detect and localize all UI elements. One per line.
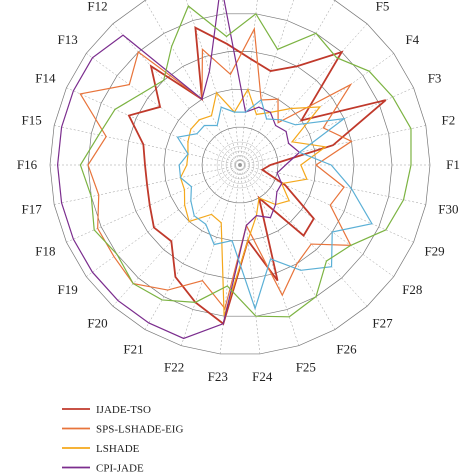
legend-label: CPI-JADE [96,463,144,474]
axis-label-F18: F18 [35,244,55,259]
axis-label-F13: F13 [58,32,78,47]
grid-spoke [181,164,241,346]
axis-label-F19: F19 [58,282,78,297]
axis-label-F28: F28 [402,282,422,297]
axis-label-F14: F14 [35,70,56,85]
axis-label-F21: F21 [123,341,143,356]
grid-spoke [86,164,241,277]
axis-label-F25: F25 [296,360,316,375]
grid-spoke [239,164,299,346]
axis-label-F15: F15 [22,113,42,128]
axis-label-F3: F3 [428,70,442,85]
grid-spoke [54,125,241,166]
axis-label-F1: F1 [446,157,460,172]
grid-spoke [222,0,241,166]
axis-label-F4: F4 [405,32,419,47]
legend: IJADE-TSO SPS-LSHADE-EIG LSHADE CPI-JADE [62,404,183,474]
grid-spoke [239,0,258,166]
axis-labels: F1F2F3F4F5F6F7F8F9F10F11F12F13F14F15F16F… [17,0,460,384]
axis-label-F20: F20 [87,315,107,330]
axis-label-F12: F12 [87,0,107,14]
radar-series [56,0,412,340]
grid-spoke [112,23,241,166]
series-line-5 [176,98,373,311]
grid-spoke [186,0,241,166]
series-line-1 [127,26,387,326]
axis-label-F5: F5 [376,0,390,14]
axis-label-F16: F16 [17,157,38,172]
legend-label: SPS-LSHADE-EIG [96,424,183,436]
legend-label: LSHADE [96,443,140,455]
axis-label-F17: F17 [22,201,43,216]
grid-spoke [239,164,426,205]
axis-label-F22: F22 [164,360,184,375]
grid-spoke [112,164,241,307]
legend-label: IJADE-TSO [96,404,151,416]
axis-label-F29: F29 [424,244,444,259]
hub-ring [216,141,264,189]
axis-label-F24: F24 [252,369,273,384]
axis-label-F26: F26 [336,341,357,356]
axis-label-F30: F30 [438,201,458,216]
series-line-4 [56,0,301,340]
series-line-6 [79,5,412,318]
series-line-2 [79,26,353,310]
grid-spoke [66,87,241,166]
axis-label-F2: F2 [441,113,455,128]
hub-ring [221,146,259,184]
grid-spoke [239,0,294,166]
axis-label-F23: F23 [208,369,228,384]
axis-label-F27: F27 [372,315,393,330]
